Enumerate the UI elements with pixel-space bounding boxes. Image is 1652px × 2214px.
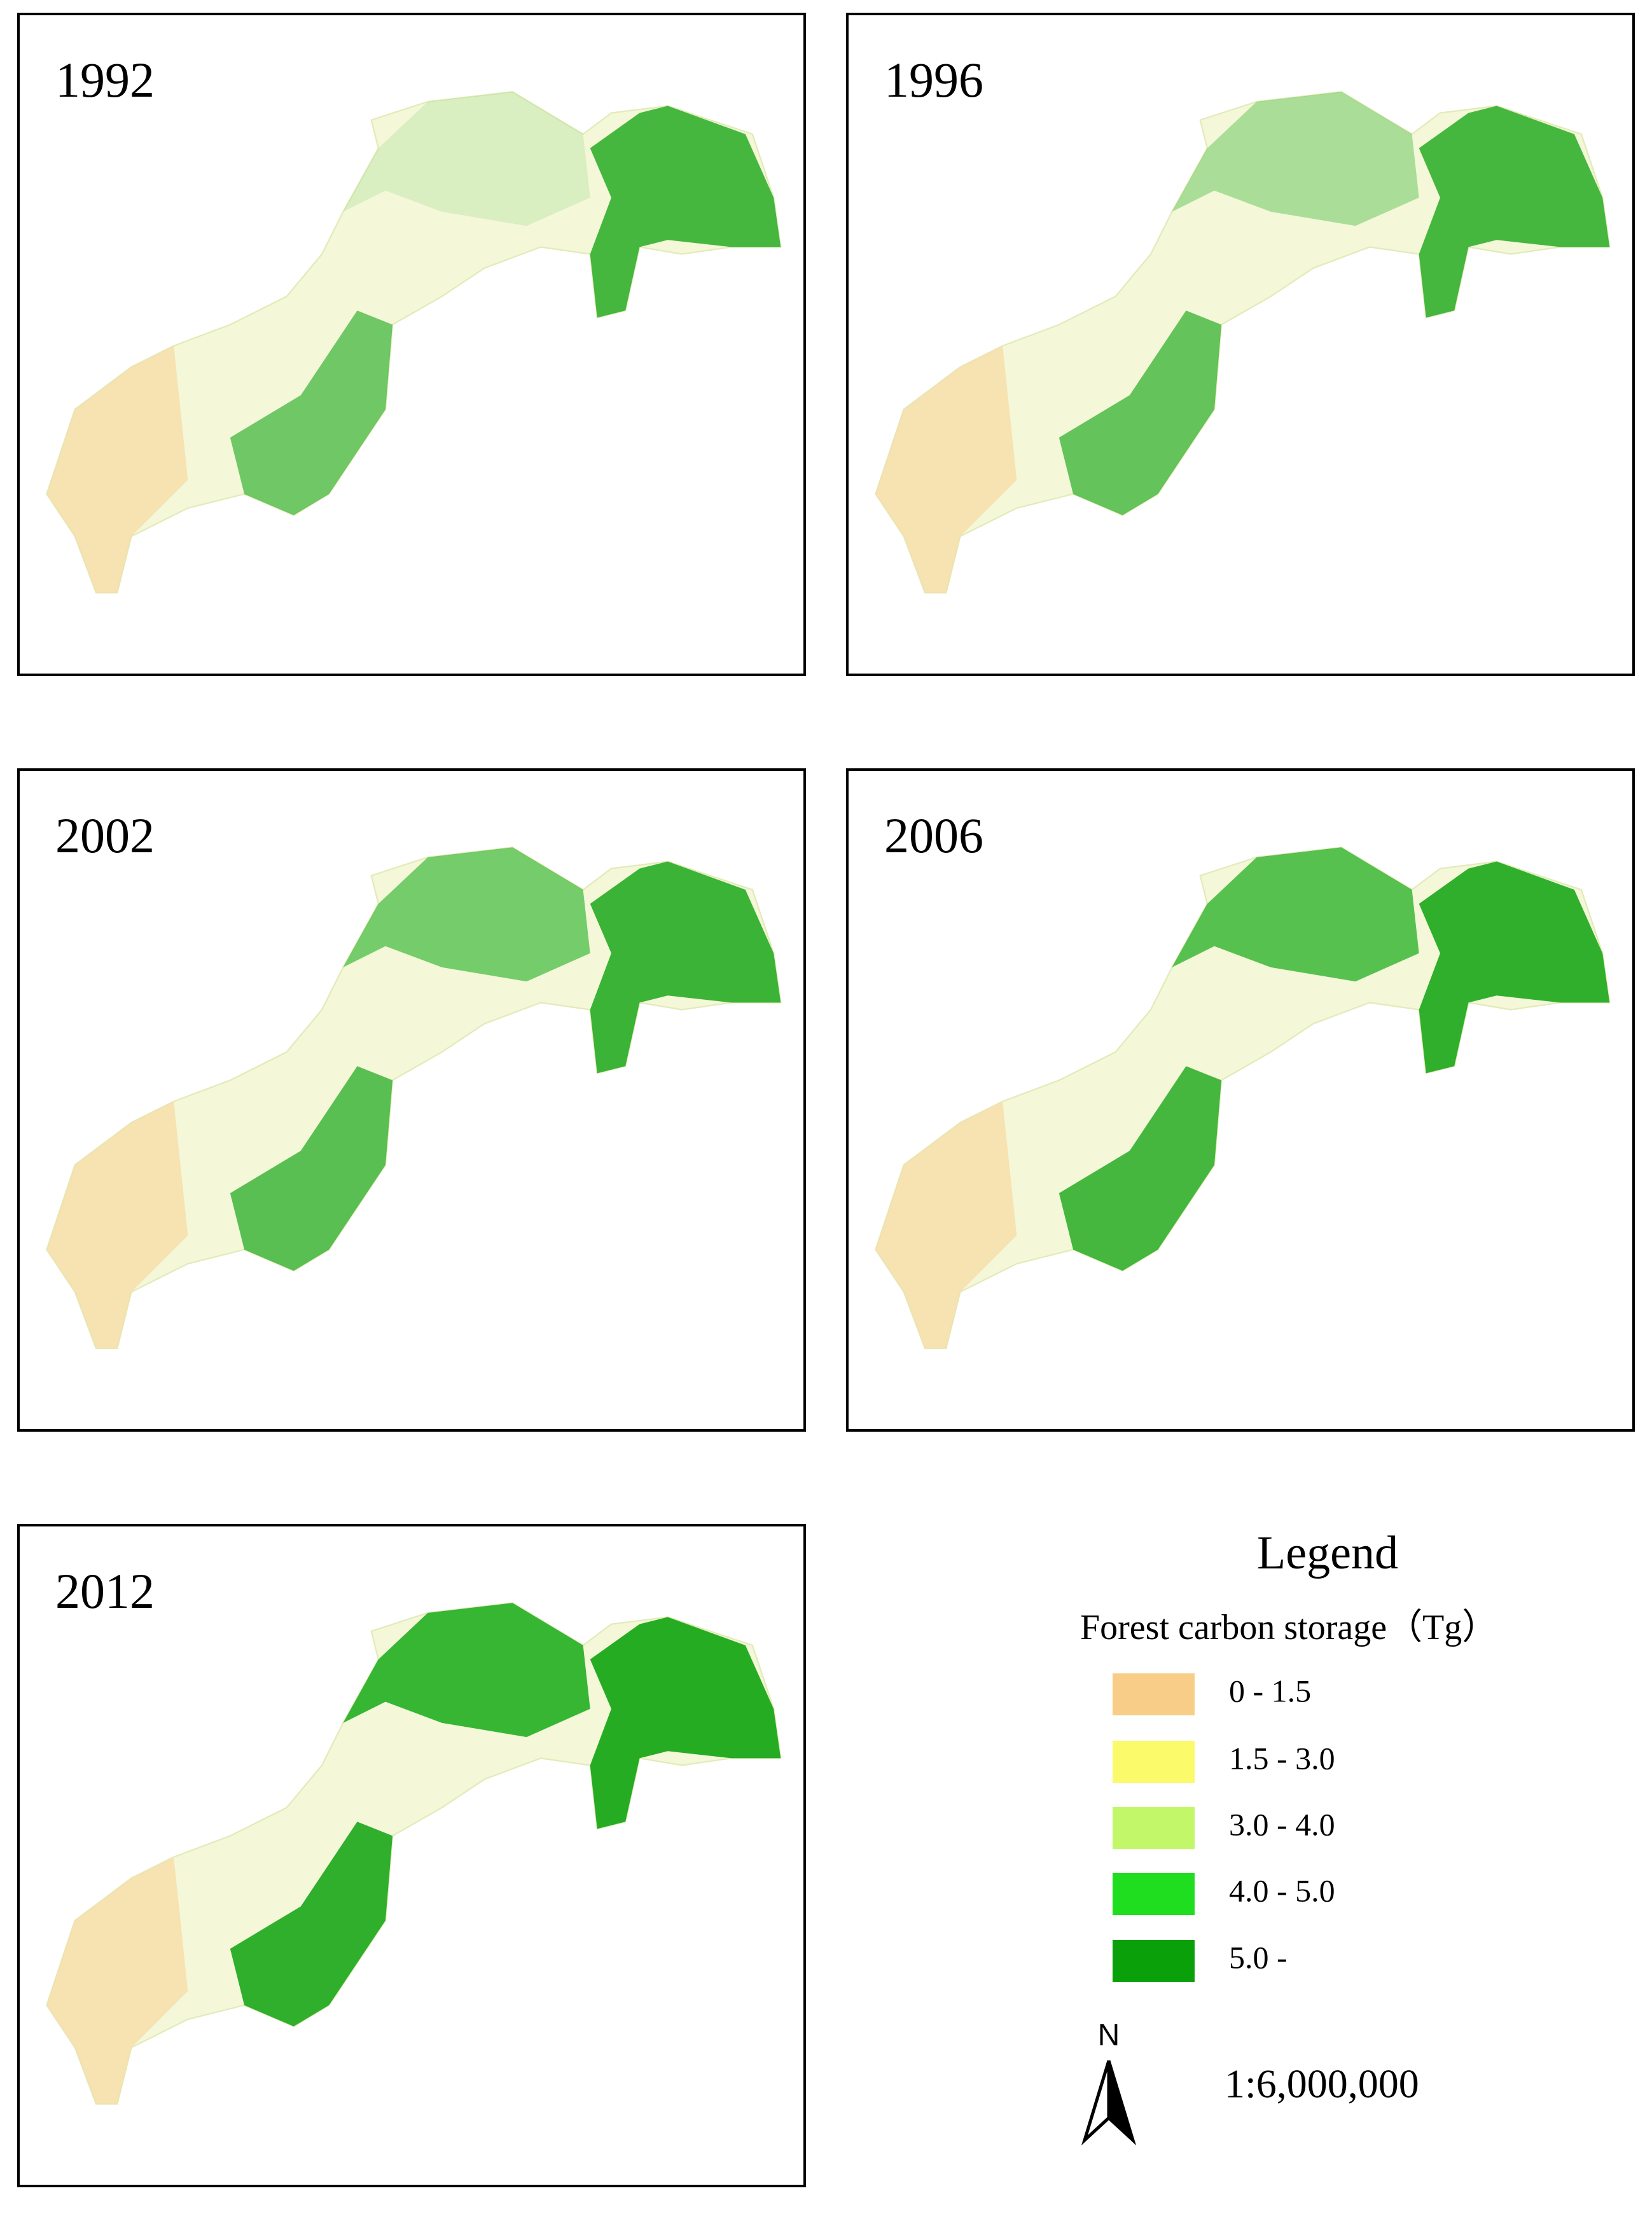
legend-swatch [1113, 1873, 1195, 1915]
north-arrow [1107, 2060, 1137, 2146]
legend-swatch [1113, 1673, 1195, 1715]
legend: Legend Forest carbon storage（Tg） 0 - 1.5… [1080, 1527, 1497, 1982]
legend-label: 4.0 - 5.0 [1229, 1872, 1335, 1908]
legend-swatch [1113, 1741, 1195, 1783]
panel-year: 1992 [55, 52, 155, 107]
legend-title: Legend [1257, 1527, 1398, 1579]
map-panel: 2006 [846, 768, 1635, 1432]
north-label: N [1098, 2019, 1120, 2052]
scale: 1:6,000,000 [1225, 2061, 1419, 2107]
map-panel: 1992 [17, 13, 806, 676]
legend-swatch [1113, 1940, 1195, 1982]
map-panels: 1992 1996 2002 2006 2012 [17, 13, 1635, 2187]
legend-label: 1.5 - 3.0 [1229, 1740, 1335, 1776]
map-panel: 2002 [17, 768, 806, 1432]
panel-year: 2002 [55, 808, 155, 863]
map-panel: 1996 [846, 13, 1635, 676]
panel-year: 1996 [884, 52, 983, 107]
north-arrow [1081, 2060, 1111, 2146]
panel-year: 2006 [884, 808, 983, 863]
legend-subtitle: Forest carbon storage（Tg） [1080, 1608, 1497, 1647]
legend-label: 5.0 - [1229, 1939, 1288, 1975]
panel-year: 2012 [55, 1563, 155, 1619]
legend-label: 3.0 - 4.0 [1229, 1806, 1335, 1842]
map-panel: 2012 [17, 1524, 806, 2187]
legend-swatch [1113, 1807, 1195, 1849]
legend-label: 0 - 1.5 [1229, 1673, 1311, 1708]
